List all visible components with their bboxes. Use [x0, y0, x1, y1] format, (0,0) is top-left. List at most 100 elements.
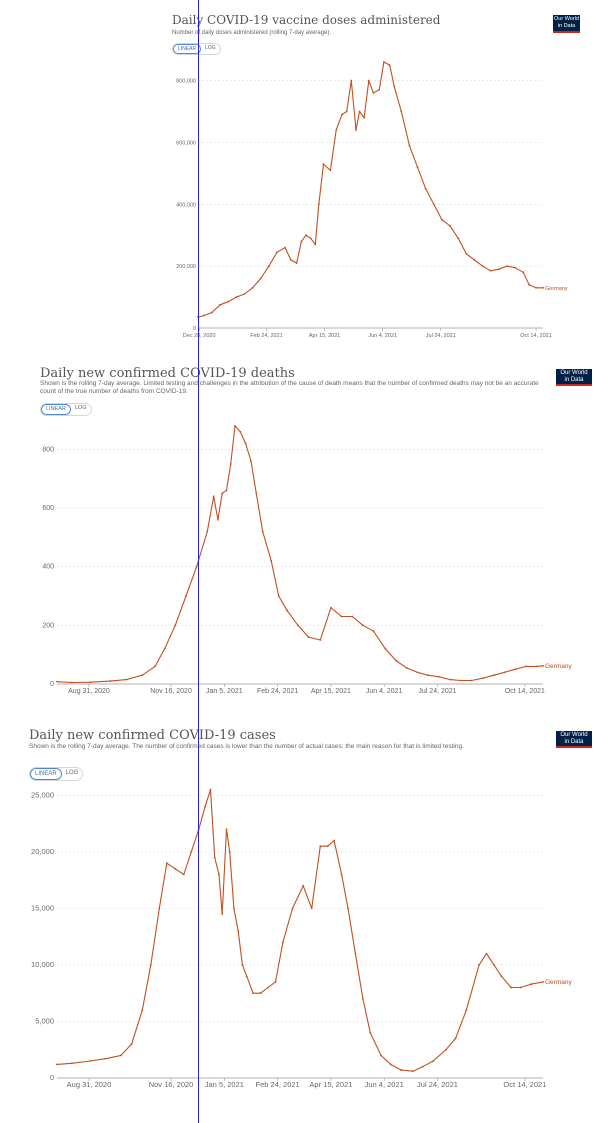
data-point: [333, 839, 336, 842]
owid-logo[interactable]: Our World in Data: [553, 15, 580, 33]
data-point: [310, 907, 313, 910]
data-point: [408, 144, 411, 147]
data-point: [478, 964, 480, 966]
x-tick-label: Feb 24, 2021: [256, 1080, 300, 1089]
scale-toggle: LINEAR LOG: [29, 767, 84, 781]
data-point: [182, 873, 185, 876]
x-tick-label: Apr 15, 2021: [311, 688, 351, 695]
x-tick-label: Aug 31, 2020: [68, 688, 110, 695]
data-point: [219, 303, 221, 306]
chart-title: Daily new confirmed COVID-19 cases: [29, 728, 276, 743]
data-point: [350, 79, 353, 82]
data-point: [380, 1054, 382, 1057]
data-point: [493, 674, 495, 677]
series-label: Germany: [545, 286, 568, 292]
data-point: [211, 311, 213, 314]
data-point: [221, 492, 224, 495]
logo-line-2: in Data: [564, 377, 584, 383]
data-point: [185, 595, 187, 597]
data-point: [372, 630, 375, 633]
x-tick-label: Jun 4, 2021: [365, 1080, 404, 1089]
y-tick-label: 800,000: [176, 79, 196, 85]
data-point: [416, 166, 419, 169]
y-tick-label: 800: [42, 446, 54, 453]
data-point: [251, 286, 254, 289]
x-tick-label: Nov 16, 2020: [149, 1080, 194, 1089]
data-point: [449, 225, 451, 227]
x-tick-label: Aug 31, 2020: [67, 1080, 112, 1089]
y-tick-label: 400: [42, 564, 54, 571]
y-tick-label: 200,000: [176, 264, 196, 270]
data-point: [149, 964, 152, 966]
y-tick-label: 600: [42, 505, 54, 512]
data-point: [274, 980, 277, 983]
data-point: [525, 665, 527, 668]
data-point: [369, 1031, 372, 1034]
data-point: [345, 110, 348, 113]
linear-scale-button[interactable]: LINEAR: [41, 404, 71, 415]
log-scale-button[interactable]: LOG: [205, 45, 216, 51]
deaths-chart-panel: Daily new confirmed COVID-19 deaths Show…: [40, 366, 592, 695]
data-point: [457, 237, 460, 240]
data-point: [109, 680, 112, 682]
linear-scale-button[interactable]: LINEAR: [173, 44, 202, 54]
owid-logo[interactable]: Our World in Data: [556, 369, 592, 386]
data-point: [481, 265, 484, 268]
data-point: [395, 659, 397, 662]
data-point: [460, 679, 462, 682]
chart-subtitle: Shown is the rolling 7-day average. The …: [29, 743, 464, 750]
data-point: [56, 680, 58, 683]
data-point: [473, 259, 476, 261]
y-tick-label: 400,000: [176, 202, 196, 208]
data-point: [363, 116, 366, 119]
x-tick-label: Oct 14, 2021: [505, 688, 545, 695]
data-point: [347, 907, 349, 910]
data-point: [329, 169, 332, 172]
data-point: [382, 61, 385, 63]
data-point: [465, 1009, 468, 1012]
data-point: [259, 277, 262, 280]
data-point: [295, 262, 298, 264]
log-scale-button[interactable]: LOG: [74, 405, 87, 411]
data-point: [174, 867, 177, 870]
data-point: [305, 234, 307, 237]
data-point: [104, 1057, 106, 1060]
data-point: [158, 907, 161, 910]
data-point: [217, 518, 219, 521]
data-point: [277, 595, 280, 597]
data-point: [405, 666, 408, 669]
data-point: [358, 110, 361, 113]
data-point: [510, 986, 512, 989]
log-scale-button[interactable]: LOG: [65, 770, 79, 776]
x-tick-label: Oct 14, 2021: [503, 1080, 546, 1089]
data-point: [267, 986, 269, 989]
data-point: [530, 983, 533, 986]
data-point: [276, 251, 278, 254]
data-point: [500, 975, 503, 978]
data-point: [233, 907, 235, 910]
data-point: [454, 1037, 457, 1040]
owid-logo[interactable]: Our World in Data: [556, 731, 592, 748]
data-point: [542, 286, 544, 289]
data-point: [89, 1060, 91, 1062]
data-point: [489, 269, 492, 272]
data-point: [163, 647, 166, 650]
y-tick-label: 15,000: [31, 903, 54, 912]
series-line-germany: [56, 425, 544, 684]
data-point: [235, 296, 238, 298]
x-tick-label: Nov 16, 2020: [150, 688, 192, 695]
data-point: [204, 805, 207, 808]
data-point: [165, 862, 168, 865]
data-point: [284, 246, 287, 249]
data-point: [326, 845, 329, 848]
x-tick-label: Jan 5, 2021: [205, 1080, 244, 1089]
data-point: [282, 941, 284, 944]
data-point: [388, 64, 391, 66]
x-tick-label: Jun 4, 2021: [368, 333, 397, 339]
data-point: [378, 88, 381, 91]
x-tick-label: Feb 24, 2021: [250, 333, 282, 339]
data-point: [237, 930, 240, 932]
linear-scale-button[interactable]: LINEAR: [30, 768, 62, 780]
data-point: [141, 1009, 144, 1012]
data-point: [212, 495, 215, 498]
